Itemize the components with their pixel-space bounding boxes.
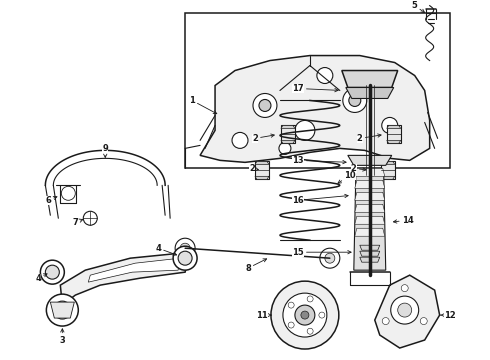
Circle shape — [288, 302, 294, 308]
Circle shape — [317, 68, 333, 84]
Polygon shape — [281, 140, 295, 143]
Circle shape — [319, 312, 325, 318]
Circle shape — [391, 296, 418, 324]
Circle shape — [295, 121, 315, 140]
Circle shape — [83, 211, 98, 225]
Text: 2: 2 — [351, 164, 366, 173]
Circle shape — [320, 248, 340, 268]
Polygon shape — [342, 71, 398, 87]
Text: 6: 6 — [46, 196, 57, 205]
Circle shape — [382, 318, 389, 325]
Circle shape — [420, 318, 427, 325]
Polygon shape — [50, 302, 74, 318]
Polygon shape — [375, 275, 440, 348]
Polygon shape — [346, 87, 394, 99]
Polygon shape — [354, 175, 386, 270]
Circle shape — [343, 89, 367, 112]
Circle shape — [325, 253, 335, 263]
Polygon shape — [255, 161, 269, 165]
Polygon shape — [60, 252, 190, 305]
Circle shape — [58, 306, 66, 314]
Text: 10: 10 — [338, 171, 356, 183]
Text: 8: 8 — [245, 259, 267, 273]
Circle shape — [398, 303, 412, 317]
Circle shape — [259, 99, 271, 112]
Circle shape — [253, 94, 277, 117]
Circle shape — [307, 328, 313, 334]
Bar — [281, 125, 295, 143]
Polygon shape — [360, 245, 380, 250]
Polygon shape — [355, 204, 385, 212]
Polygon shape — [200, 55, 430, 162]
Text: 7: 7 — [73, 218, 83, 227]
Polygon shape — [360, 257, 380, 262]
Polygon shape — [381, 161, 395, 165]
Circle shape — [175, 238, 195, 258]
Text: 4: 4 — [155, 244, 176, 255]
Circle shape — [47, 294, 78, 326]
Circle shape — [279, 143, 291, 154]
Polygon shape — [355, 216, 385, 224]
Bar — [185, 13, 450, 168]
Polygon shape — [381, 176, 395, 179]
Polygon shape — [348, 156, 392, 165]
Text: 2: 2 — [249, 164, 258, 173]
Circle shape — [295, 305, 315, 325]
Circle shape — [401, 285, 408, 292]
Circle shape — [301, 311, 309, 319]
Text: 14: 14 — [393, 216, 414, 225]
Circle shape — [271, 281, 339, 349]
Circle shape — [283, 293, 327, 337]
Bar — [255, 161, 269, 179]
Circle shape — [307, 296, 313, 302]
Circle shape — [232, 132, 248, 148]
Circle shape — [53, 301, 72, 319]
Text: 9: 9 — [102, 144, 108, 157]
Circle shape — [288, 322, 294, 328]
Text: 16: 16 — [292, 194, 348, 205]
Text: 11: 11 — [256, 311, 271, 320]
Circle shape — [178, 251, 192, 265]
Circle shape — [40, 260, 64, 284]
Text: 3: 3 — [59, 329, 65, 345]
Text: 1: 1 — [189, 96, 217, 114]
Circle shape — [61, 186, 75, 200]
Circle shape — [382, 117, 398, 134]
Circle shape — [180, 243, 190, 253]
Text: 17: 17 — [292, 84, 338, 93]
Text: 4: 4 — [35, 274, 47, 283]
Polygon shape — [355, 180, 385, 188]
Polygon shape — [355, 168, 385, 176]
Polygon shape — [360, 251, 380, 256]
Bar — [381, 161, 395, 179]
Text: 15: 15 — [292, 248, 351, 257]
Circle shape — [46, 265, 59, 279]
Circle shape — [173, 246, 197, 270]
Text: 2: 2 — [252, 134, 274, 143]
Bar — [387, 125, 401, 143]
Polygon shape — [355, 228, 385, 236]
Text: 2: 2 — [357, 134, 381, 143]
Polygon shape — [387, 140, 401, 143]
Polygon shape — [255, 176, 269, 179]
Text: 13: 13 — [292, 156, 346, 165]
Polygon shape — [281, 125, 295, 129]
Polygon shape — [355, 192, 385, 200]
Text: 5: 5 — [412, 1, 425, 13]
Text: 12: 12 — [441, 311, 456, 320]
Polygon shape — [88, 258, 180, 282]
Polygon shape — [387, 125, 401, 129]
Circle shape — [349, 94, 361, 107]
